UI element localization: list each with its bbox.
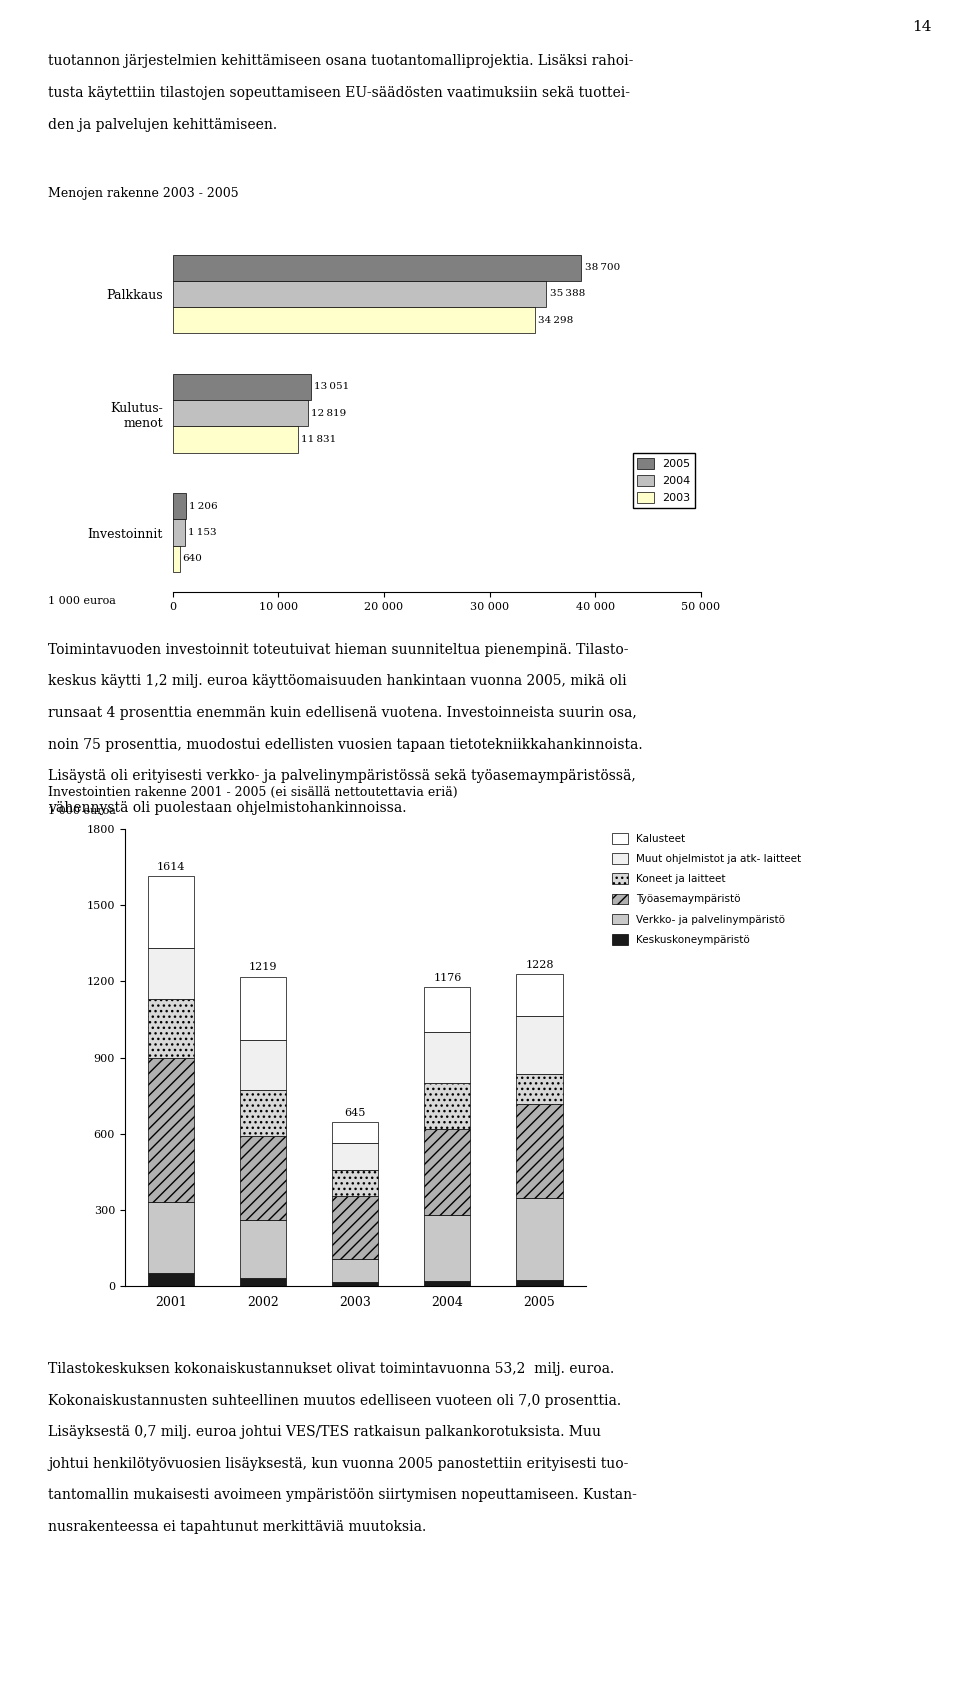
Bar <box>148 876 194 948</box>
Bar <box>148 1058 194 1201</box>
Bar <box>173 374 311 399</box>
Bar <box>173 426 298 452</box>
Bar <box>173 492 185 519</box>
Bar <box>173 281 546 306</box>
Text: Lisäystä oli erityisesti verkko- ja palvelinympäristössä sekä työasemaympäristös: Lisäystä oli erityisesti verkko- ja palv… <box>48 770 636 783</box>
Text: 1 153: 1 153 <box>188 528 217 536</box>
Text: 1228: 1228 <box>525 959 554 970</box>
Bar <box>332 1142 378 1171</box>
Bar <box>173 399 308 426</box>
Bar <box>148 1274 194 1286</box>
Bar <box>173 545 180 572</box>
Bar <box>424 1281 470 1286</box>
Text: vähennystä oli puolestaan ohjelmistohankinnoissa.: vähennystä oli puolestaan ohjelmistohank… <box>48 800 406 814</box>
Legend: 2005, 2004, 2003: 2005, 2004, 2003 <box>633 453 695 508</box>
Bar <box>332 1171 378 1196</box>
Bar <box>240 1137 286 1220</box>
Bar <box>240 1039 286 1091</box>
Text: 1 206: 1 206 <box>189 503 217 511</box>
Bar <box>148 948 194 998</box>
Text: Tilastokeskuksen kokonaiskustannukset olivat toimintavuonna 53,2  milj. euroa.: Tilastokeskuksen kokonaiskustannukset ol… <box>48 1362 614 1376</box>
Text: 13 051: 13 051 <box>314 382 349 391</box>
Bar <box>240 1279 286 1286</box>
Bar <box>424 1129 470 1215</box>
Text: nusrakenteessa ei tapahtunut merkittäviä muutoksia.: nusrakenteessa ei tapahtunut merkittäviä… <box>48 1519 426 1533</box>
Text: johtui henkilötyövuosien lisäyksestä, kun vuonna 2005 panostettiin erityisesti t: johtui henkilötyövuosien lisäyksestä, ku… <box>48 1457 629 1470</box>
Bar <box>148 998 194 1058</box>
Text: 14: 14 <box>912 20 931 34</box>
Bar <box>424 988 470 1032</box>
Bar <box>516 1015 563 1074</box>
Bar <box>516 1279 563 1286</box>
Bar <box>516 1105 563 1198</box>
Text: tantomallin mukaisesti avoimeen ympäristöön siirtymisen nopeuttamiseen. Kustan-: tantomallin mukaisesti avoimeen ympärist… <box>48 1489 636 1502</box>
Text: 1 000 euroa: 1 000 euroa <box>48 596 116 606</box>
Bar <box>240 976 286 1039</box>
Text: tusta käytettiin tilastojen sopeuttamiseen EU-säädösten vaatimuksiin sekä tuotte: tusta käytettiin tilastojen sopeuttamise… <box>48 86 630 100</box>
Text: tuotannon järjestelmien kehittämiseen osana tuotantomalliprojektia. Lisäksi raho: tuotannon järjestelmien kehittämiseen os… <box>48 54 634 68</box>
Bar <box>516 1198 563 1279</box>
Text: 38 700: 38 700 <box>585 264 620 272</box>
Text: 34 298: 34 298 <box>539 316 573 325</box>
Text: 1614: 1614 <box>156 861 185 871</box>
Text: 640: 640 <box>182 555 203 563</box>
Text: keskus käytti 1,2 milj. euroa käyttöomaisuuden hankintaan vuonna 2005, mikä oli: keskus käytti 1,2 milj. euroa käyttöomai… <box>48 675 627 689</box>
Text: noin 75 prosenttia, muodostui edellisten vuosien tapaan tietotekniikkahankinnois: noin 75 prosenttia, muodostui edellisten… <box>48 738 642 751</box>
Bar <box>240 1220 286 1279</box>
Bar <box>173 306 535 333</box>
Bar <box>332 1259 378 1283</box>
Text: Menojen rakenne 2003 - 2005: Menojen rakenne 2003 - 2005 <box>48 186 239 200</box>
Text: 12 819: 12 819 <box>311 409 347 418</box>
Bar <box>424 1032 470 1083</box>
Text: Kokonaiskustannusten suhteellinen muutos edelliseen vuoteen oli 7,0 prosenttia.: Kokonaiskustannusten suhteellinen muutos… <box>48 1394 621 1408</box>
Text: runsaat 4 prosenttia enemmän kuin edellisenä vuotena. Investoinneista suurin osa: runsaat 4 prosenttia enemmän kuin edelli… <box>48 706 636 721</box>
Text: 11 831: 11 831 <box>300 435 336 443</box>
Legend: Kalusteet, Muut ohjelmistot ja atk- laitteet, Koneet ja laitteet, Työasemaympäri: Kalusteet, Muut ohjelmistot ja atk- lait… <box>610 829 804 948</box>
Text: 35 388: 35 388 <box>550 289 585 298</box>
Bar <box>173 254 582 281</box>
Bar <box>516 1074 563 1105</box>
Text: Toimintavuoden investoinnit toteutuivat hieman suunniteltua pienempinä. Tilasto-: Toimintavuoden investoinnit toteutuivat … <box>48 643 629 656</box>
Text: 1176: 1176 <box>433 973 462 983</box>
Text: 1 000 euroa: 1 000 euroa <box>48 805 116 816</box>
Bar <box>148 1201 194 1274</box>
Text: 1219: 1219 <box>249 963 277 971</box>
Bar <box>240 1091 286 1137</box>
Text: den ja palvelujen kehittämiseen.: den ja palvelujen kehittämiseen. <box>48 118 277 132</box>
Bar <box>332 1196 378 1259</box>
Bar <box>424 1215 470 1281</box>
Bar <box>424 1083 470 1129</box>
Bar <box>516 975 563 1015</box>
Text: Investointien rakenne 2001 - 2005 (ei sisällä nettoutettavia eriä): Investointien rakenne 2001 - 2005 (ei si… <box>48 785 458 799</box>
Bar <box>332 1283 378 1286</box>
Bar <box>173 519 185 545</box>
Text: 645: 645 <box>345 1108 366 1118</box>
Bar <box>332 1122 378 1142</box>
Text: Lisäyksestä 0,7 milj. euroa johtui VES/TES ratkaisun palkankorotuksista. Muu: Lisäyksestä 0,7 milj. euroa johtui VES/T… <box>48 1425 601 1440</box>
